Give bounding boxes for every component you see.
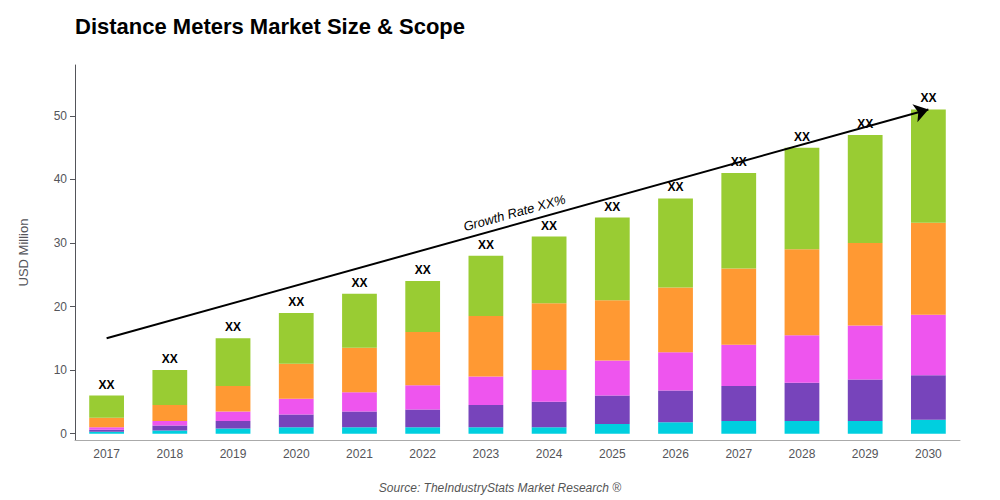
svg-text:XX: XX (794, 130, 810, 144)
svg-text:USD Million: USD Million (16, 219, 31, 287)
svg-text:XX: XX (351, 276, 367, 290)
svg-text:XX: XX (730, 155, 747, 170)
svg-text:XX: XX (99, 378, 115, 392)
svg-text:XX: XX (288, 295, 304, 309)
svg-text:0: 0 (60, 427, 67, 441)
svg-text:XX: XX (668, 180, 684, 194)
svg-text:Source: TheIndustryStats Marke: Source: TheIndustryStats Market Research… (379, 481, 621, 495)
svg-text:Distance Meters Market Size &: Distance Meters Market Size & Scope (75, 14, 465, 39)
svg-text:2018: 2018 (156, 447, 183, 461)
svg-text:XX: XX (415, 263, 431, 277)
svg-text:2029: 2029 (852, 447, 879, 461)
svg-text:XX: XX (604, 200, 620, 214)
svg-text:XX: XX (541, 219, 557, 233)
svg-text:2017: 2017 (93, 447, 120, 461)
svg-text:2020: 2020 (283, 447, 310, 461)
svg-text:XX: XX (920, 91, 936, 105)
svg-text:2024: 2024 (536, 447, 563, 461)
svg-text:XX: XX (162, 352, 178, 366)
svg-text:2028: 2028 (789, 447, 816, 461)
svg-text:10: 10 (54, 363, 68, 377)
svg-text:50: 50 (54, 109, 68, 123)
svg-text:2022: 2022 (409, 447, 436, 461)
svg-text:2021: 2021 (346, 447, 373, 461)
svg-text:2019: 2019 (220, 447, 247, 461)
svg-text:XX: XX (857, 116, 874, 131)
svg-text:40: 40 (54, 172, 68, 186)
svg-text:2027: 2027 (725, 447, 752, 461)
svg-text:Growth Rate XX%: Growth Rate XX% (462, 191, 568, 234)
svg-text:2030: 2030 (915, 447, 942, 461)
svg-text:XX: XX (225, 320, 241, 334)
svg-text:30: 30 (54, 236, 68, 250)
svg-text:XX: XX (478, 238, 494, 252)
svg-text:2025: 2025 (599, 447, 626, 461)
svg-text:2023: 2023 (473, 447, 500, 461)
svg-text:20: 20 (54, 300, 68, 314)
svg-text:2026: 2026 (662, 447, 689, 461)
